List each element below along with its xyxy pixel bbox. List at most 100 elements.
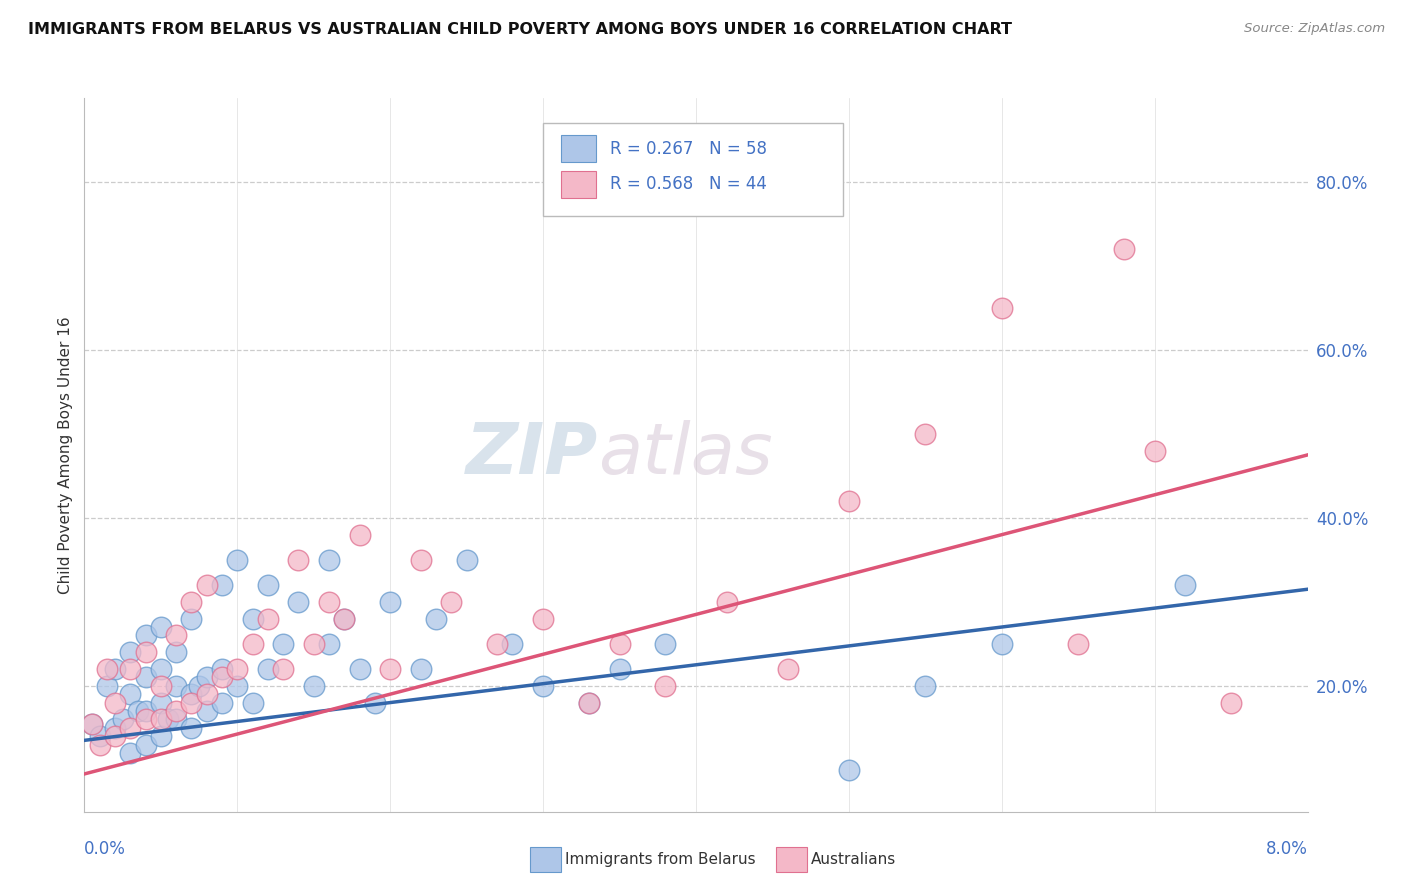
Text: atlas: atlas bbox=[598, 420, 773, 490]
Text: 8.0%: 8.0% bbox=[1265, 840, 1308, 858]
Point bbox=[271, 637, 294, 651]
Point bbox=[776, 662, 799, 676]
Point bbox=[318, 553, 340, 567]
Point bbox=[257, 662, 280, 676]
Point bbox=[120, 662, 142, 676]
Point bbox=[180, 595, 202, 609]
Point bbox=[195, 704, 218, 718]
Point bbox=[425, 612, 447, 626]
Point bbox=[165, 679, 187, 693]
Point bbox=[1174, 578, 1197, 592]
Point bbox=[89, 738, 111, 752]
Y-axis label: Child Poverty Among Boys Under 16: Child Poverty Among Boys Under 16 bbox=[58, 316, 73, 594]
Point bbox=[838, 494, 860, 508]
Point bbox=[409, 553, 432, 567]
Point bbox=[1067, 637, 1090, 651]
Point bbox=[257, 612, 280, 626]
Point bbox=[96, 679, 118, 693]
Point bbox=[349, 527, 371, 541]
FancyBboxPatch shape bbox=[561, 136, 596, 162]
Point bbox=[654, 637, 676, 651]
Point bbox=[531, 612, 554, 626]
FancyBboxPatch shape bbox=[561, 171, 596, 198]
Point bbox=[195, 687, 218, 701]
Point bbox=[211, 578, 233, 592]
Point bbox=[914, 426, 936, 441]
Point bbox=[271, 662, 294, 676]
Point bbox=[531, 679, 554, 693]
Point bbox=[127, 704, 149, 718]
Point bbox=[165, 712, 187, 726]
Point bbox=[409, 662, 432, 676]
Text: Source: ZipAtlas.com: Source: ZipAtlas.com bbox=[1244, 22, 1385, 36]
Text: 0.0%: 0.0% bbox=[84, 840, 127, 858]
Point bbox=[195, 670, 218, 684]
Point bbox=[165, 628, 187, 642]
Point bbox=[135, 628, 157, 642]
Point bbox=[578, 696, 600, 710]
Point bbox=[135, 704, 157, 718]
Point bbox=[104, 729, 127, 743]
Point bbox=[1220, 696, 1243, 710]
Point bbox=[302, 637, 325, 651]
Text: IMMIGRANTS FROM BELARUS VS AUSTRALIAN CHILD POVERTY AMONG BOYS UNDER 16 CORRELAT: IMMIGRANTS FROM BELARUS VS AUSTRALIAN CH… bbox=[28, 22, 1012, 37]
Point bbox=[165, 645, 187, 659]
Point bbox=[104, 721, 127, 735]
Point bbox=[165, 704, 187, 718]
Point bbox=[89, 729, 111, 743]
Point bbox=[104, 662, 127, 676]
Point bbox=[242, 696, 264, 710]
Point bbox=[318, 595, 340, 609]
Point bbox=[242, 612, 264, 626]
Point bbox=[1143, 443, 1166, 458]
Point bbox=[287, 595, 309, 609]
Point bbox=[502, 637, 524, 651]
Point bbox=[149, 712, 172, 726]
Point bbox=[120, 746, 142, 760]
Point bbox=[226, 679, 249, 693]
Point bbox=[456, 553, 478, 567]
Point bbox=[180, 612, 202, 626]
Point bbox=[914, 679, 936, 693]
Point bbox=[486, 637, 509, 651]
Point bbox=[578, 696, 600, 710]
Point bbox=[195, 578, 218, 592]
Point bbox=[188, 679, 211, 693]
Point bbox=[135, 712, 157, 726]
Text: R = 0.267   N = 58: R = 0.267 N = 58 bbox=[610, 140, 768, 158]
Point bbox=[149, 696, 172, 710]
Point bbox=[609, 637, 631, 651]
Point bbox=[80, 716, 103, 731]
Point bbox=[211, 696, 233, 710]
Point bbox=[104, 696, 127, 710]
Point bbox=[180, 721, 202, 735]
Point bbox=[149, 620, 172, 634]
Point bbox=[120, 721, 142, 735]
Point bbox=[80, 716, 103, 731]
Text: Australians: Australians bbox=[811, 853, 897, 867]
Point bbox=[318, 637, 340, 651]
Point bbox=[654, 679, 676, 693]
Point bbox=[226, 553, 249, 567]
Point bbox=[96, 662, 118, 676]
Point bbox=[302, 679, 325, 693]
Point bbox=[1114, 242, 1136, 256]
Point bbox=[111, 712, 134, 726]
Point bbox=[716, 595, 738, 609]
Point bbox=[257, 578, 280, 592]
FancyBboxPatch shape bbox=[543, 123, 842, 216]
Point bbox=[157, 712, 180, 726]
Point bbox=[333, 612, 356, 626]
Point bbox=[838, 763, 860, 777]
Point bbox=[380, 662, 402, 676]
Point bbox=[287, 553, 309, 567]
Point bbox=[991, 301, 1014, 315]
Point bbox=[180, 687, 202, 701]
Point bbox=[149, 729, 172, 743]
Point bbox=[180, 696, 202, 710]
Text: Immigrants from Belarus: Immigrants from Belarus bbox=[565, 853, 756, 867]
Text: ZIP: ZIP bbox=[465, 420, 598, 490]
Point bbox=[440, 595, 463, 609]
Point bbox=[991, 637, 1014, 651]
Point bbox=[135, 738, 157, 752]
